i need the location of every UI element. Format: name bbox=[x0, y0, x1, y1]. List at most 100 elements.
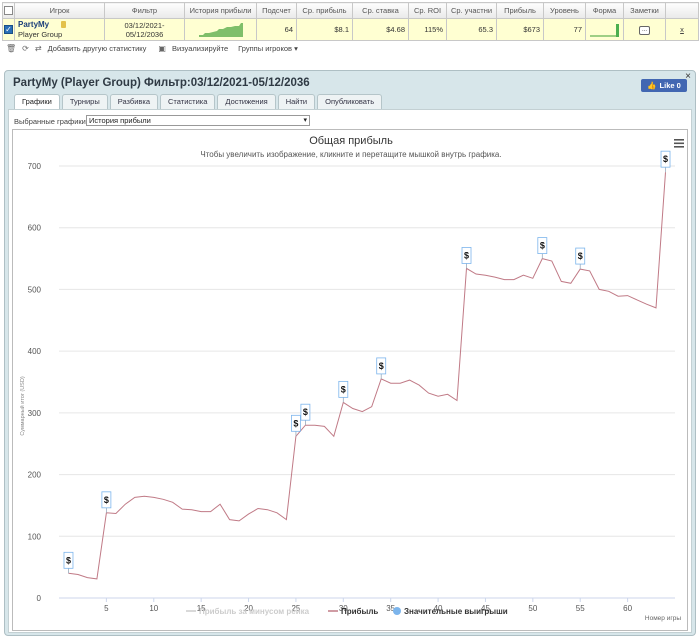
x-tick-label: 55 bbox=[576, 604, 585, 613]
chart-title: Общая прибыль bbox=[309, 135, 393, 147]
form-cell bbox=[585, 18, 624, 41]
col-header-level[interactable]: Уровень bbox=[543, 2, 586, 19]
menu-icon[interactable] bbox=[674, 139, 684, 148]
player-groups-label: Группы игроков bbox=[238, 43, 292, 53]
like-label: Like 0 bbox=[659, 81, 681, 90]
filter-line2: 05/12/2036 bbox=[125, 29, 164, 39]
chevron-down-icon: ▾ bbox=[294, 43, 298, 53]
table-toolbar: 🗑 ⟳ ⇄ Добавить другую статистику ▣ Визуа… bbox=[6, 42, 298, 54]
col-header-avg-participants[interactable]: Ср. участни bbox=[446, 2, 497, 19]
trash-icon[interactable]: 🗑 bbox=[6, 43, 17, 53]
player-cell[interactable]: PartyMy Player Group bbox=[14, 18, 105, 41]
tab-breakdown[interactable]: Разбивка bbox=[109, 94, 159, 109]
avg-roi-cell: 115% bbox=[408, 18, 447, 41]
x-tick-label: 5 bbox=[104, 604, 109, 613]
chart-subtitle: Чтобы увеличить изображение, кликните и … bbox=[200, 150, 501, 159]
tab-publish[interactable]: Опубликовать bbox=[317, 94, 383, 109]
chart-container[interactable]: Общая прибыль Чтобы увеличить изображени… bbox=[12, 129, 688, 631]
profit-chart[interactable]: Общая прибыль Чтобы увеличить изображени… bbox=[13, 130, 689, 632]
big-win-marker[interactable]: $ bbox=[461, 247, 472, 269]
x-tick-label: 20 bbox=[244, 604, 253, 613]
avg-stake-cell: $4.68 bbox=[352, 18, 409, 41]
add-stat-icon: ⇄ bbox=[34, 43, 42, 53]
svg-text:$: $ bbox=[379, 361, 384, 371]
chevron-down-icon: ▾ bbox=[303, 117, 307, 124]
x-axis-title: Номер игры bbox=[645, 615, 681, 622]
close-icon[interactable]: × bbox=[685, 71, 691, 82]
big-win-marker[interactable]: $ bbox=[575, 247, 586, 270]
player-name[interactable]: PartyMy bbox=[18, 19, 50, 29]
tab-achievements[interactable]: Достижения bbox=[217, 94, 276, 109]
svg-text:$: $ bbox=[578, 251, 583, 261]
panel-tabs: Графики Турниры Разбивка Статистика Дост… bbox=[14, 94, 383, 110]
col-header-profit[interactable]: Прибыль bbox=[496, 2, 544, 19]
tab-statistics[interactable]: Статистика bbox=[160, 94, 216, 109]
add-stat-link[interactable]: Добавить другую статистику bbox=[47, 43, 147, 53]
col-header-form[interactable]: Форма bbox=[585, 2, 624, 19]
remove-row-button[interactable]: x bbox=[665, 18, 699, 41]
player-icon bbox=[61, 21, 67, 29]
x-tick-label: 25 bbox=[291, 604, 300, 613]
profit-history-sparkline bbox=[184, 18, 257, 41]
y-tick-label: 400 bbox=[28, 347, 42, 356]
big-win-marker[interactable]: $ bbox=[291, 414, 301, 437]
chart-select[interactable]: История прибыли ▾ bbox=[86, 115, 310, 126]
y-tick-label: 500 bbox=[28, 285, 42, 294]
avg-participants-cell: 65.3 bbox=[446, 18, 497, 41]
tab-charts[interactable]: Графики bbox=[14, 94, 60, 110]
panel-title: PartyMy (Player Group) Фильтр:03/12/2021… bbox=[13, 77, 310, 89]
player-stats-table: Игрок Фильтр История прибыли Подсчет Ср.… bbox=[2, 2, 699, 41]
svg-text:$: $ bbox=[104, 495, 109, 505]
tab-find[interactable]: Найти bbox=[277, 94, 316, 109]
big-win-marker[interactable]: $ bbox=[338, 380, 349, 403]
visualize-link[interactable]: Визуализируйте bbox=[171, 43, 229, 53]
tab-tournaments[interactable]: Турниры bbox=[61, 94, 108, 109]
svg-text:$: $ bbox=[464, 250, 469, 260]
x-tick-label: 15 bbox=[197, 604, 206, 613]
col-header-avg-profit[interactable]: Ср. прибыль bbox=[296, 2, 353, 19]
big-win-marker[interactable]: $ bbox=[537, 237, 548, 259]
col-header-history[interactable]: История прибыли bbox=[184, 2, 257, 19]
row-checkbox[interactable]: ✓ bbox=[2, 18, 15, 41]
col-header-avg-roi[interactable]: Ср. ROI bbox=[408, 2, 447, 19]
col-header-filter[interactable]: Фильтр bbox=[104, 2, 185, 19]
table-header-row: Игрок Фильтр История прибыли Подсчет Ср.… bbox=[2, 2, 699, 19]
big-win-marker[interactable]: $ bbox=[660, 150, 671, 173]
col-header-avg-stake[interactable]: Ср. ставка bbox=[352, 2, 409, 19]
svg-text:$: $ bbox=[66, 555, 71, 565]
facebook-like-button[interactable]: 👍 Like 0 bbox=[641, 79, 687, 92]
player-groups-dropdown[interactable]: Группы игроков ▾ bbox=[238, 44, 298, 53]
y-axis-title: Суммарный итог (USD) bbox=[19, 376, 26, 435]
avg-profit-cell: $8.1 bbox=[296, 18, 353, 41]
chart-select-label: Выбранные графики: bbox=[14, 117, 88, 126]
notes-cell[interactable]: ... bbox=[623, 18, 666, 41]
col-header-notes[interactable]: Заметки bbox=[623, 2, 666, 19]
y-tick-label: 300 bbox=[28, 409, 42, 418]
big-win-marker[interactable]: $ bbox=[300, 403, 311, 426]
x-tick-label: 10 bbox=[149, 604, 158, 613]
svg-text:$: $ bbox=[293, 418, 298, 428]
y-tick-label: 200 bbox=[28, 471, 42, 480]
select-all-checkbox[interactable] bbox=[2, 2, 15, 19]
col-header-count[interactable]: Подсчет bbox=[256, 2, 297, 19]
notes-button[interactable]: ... bbox=[639, 26, 650, 35]
col-header-player[interactable]: Игрок bbox=[14, 2, 105, 19]
legend-profit[interactable]: Прибыль bbox=[341, 607, 378, 616]
svg-text:$: $ bbox=[341, 384, 346, 394]
col-header-blank bbox=[665, 2, 699, 19]
big-win-marker[interactable]: $ bbox=[63, 551, 74, 574]
chart-select-value: История прибыли bbox=[89, 116, 151, 125]
big-win-marker[interactable]: $ bbox=[376, 357, 387, 379]
visualize-icon: ▣ bbox=[158, 43, 166, 53]
level-cell: 77 bbox=[543, 18, 586, 41]
stats-table-area: Игрок Фильтр История прибыли Подсчет Ср.… bbox=[0, 0, 700, 70]
svg-text:$: $ bbox=[303, 407, 308, 417]
table-row[interactable]: ✓ PartyMy Player Group 03/12/2021- 05/12/… bbox=[2, 18, 699, 41]
big-win-marker[interactable]: $ bbox=[101, 491, 112, 513]
y-tick-label: 600 bbox=[28, 224, 42, 233]
legend-big-wins[interactable]: Значительные выигрыши bbox=[404, 607, 508, 616]
legend-rake[interactable]: Прибыль за минусом рейка bbox=[199, 607, 310, 616]
svg-text:$: $ bbox=[540, 241, 545, 251]
refresh-icon[interactable]: ⟳ bbox=[22, 43, 29, 53]
x-tick-label: 40 bbox=[434, 604, 443, 613]
